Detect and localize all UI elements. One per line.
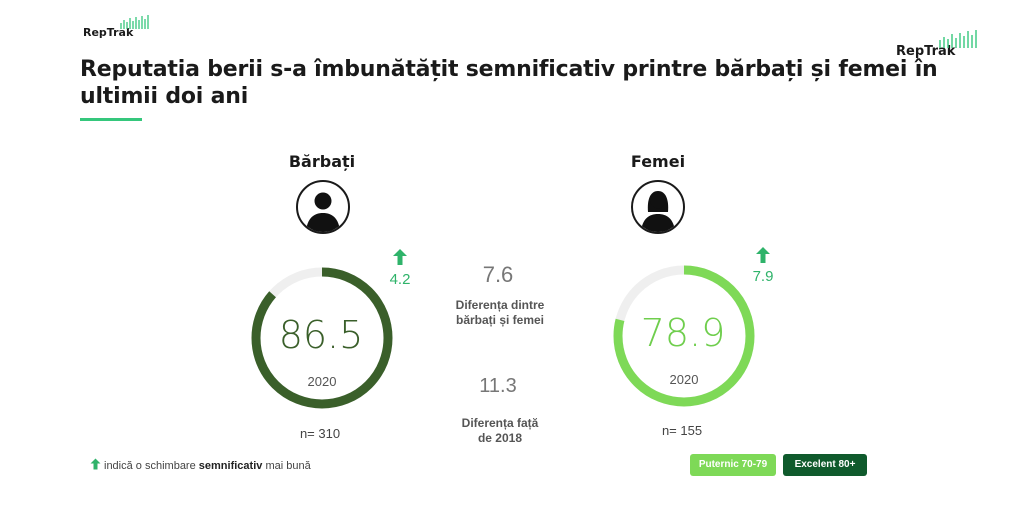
gauge-arc-men <box>251 267 393 409</box>
logo-text: RepTrak <box>83 26 134 39</box>
diff-gender-label-line2: bărbați și femei <box>455 313 545 327</box>
diff-year-label-line2: de 2018 <box>477 431 523 445</box>
diff-year-value: 11.3 <box>479 375 517 397</box>
gauge-men <box>251 267 393 409</box>
diff-gender-value: 7.6 <box>482 262 514 287</box>
female-avatar-icon <box>631 180 685 234</box>
sample-size-women: n= 155 <box>661 423 703 438</box>
up-arrow-icon <box>90 458 101 470</box>
score-men: 86.5 <box>278 313 364 357</box>
group-label-men: Bărbați <box>288 152 356 171</box>
up-arrow-icon <box>393 249 407 265</box>
legend-note-suffix: mai bună <box>265 460 311 472</box>
male-avatar-icon <box>296 180 350 234</box>
diff-gender-label: Diferența dintre bărbați și femei <box>430 298 570 328</box>
score-women: 78.9 <box>640 311 726 355</box>
diff-year-label-line1: Diferența față <box>461 416 539 430</box>
diff-gender-label-line1: Diferența dintre <box>455 298 545 312</box>
legend-note-bold: semnificativ <box>198 460 263 472</box>
logo-bars-icon <box>939 30 977 48</box>
page-title: Reputatia berii s-a îmbunătățit semnific… <box>80 57 938 109</box>
significance-legend: indică o schimbare semnificativ mai bună <box>90 458 311 472</box>
badge-strong: Puternic 70-79 <box>690 454 776 476</box>
reptrak-logo-large: RepTrak <box>896 30 977 59</box>
legend-note-prefix: indică o schimbare <box>104 460 196 472</box>
year-women: 2020 <box>669 372 699 387</box>
sample-size-men: n= 310 <box>299 426 341 441</box>
change-women: 7.9 <box>752 268 774 285</box>
year-men: 2020 <box>307 374 337 389</box>
title-underline <box>80 118 142 121</box>
logo-bars-icon <box>120 15 149 29</box>
gauge-arc-women <box>613 265 755 407</box>
badge-excellent: Excelent 80+ <box>783 454 867 476</box>
change-men: 4.2 <box>389 271 411 288</box>
diff-year-label: Diferența față de 2018 <box>430 416 570 446</box>
group-label-women: Femei <box>630 152 686 171</box>
reptrak-logo-small: RepTrak <box>83 15 149 39</box>
gauge-women <box>613 265 755 407</box>
up-arrow-icon <box>756 247 770 263</box>
